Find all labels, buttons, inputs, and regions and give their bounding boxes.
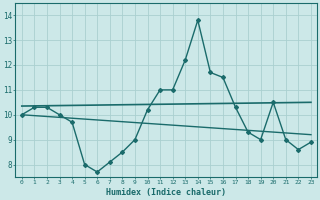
X-axis label: Humidex (Indice chaleur): Humidex (Indice chaleur) [106,188,226,197]
